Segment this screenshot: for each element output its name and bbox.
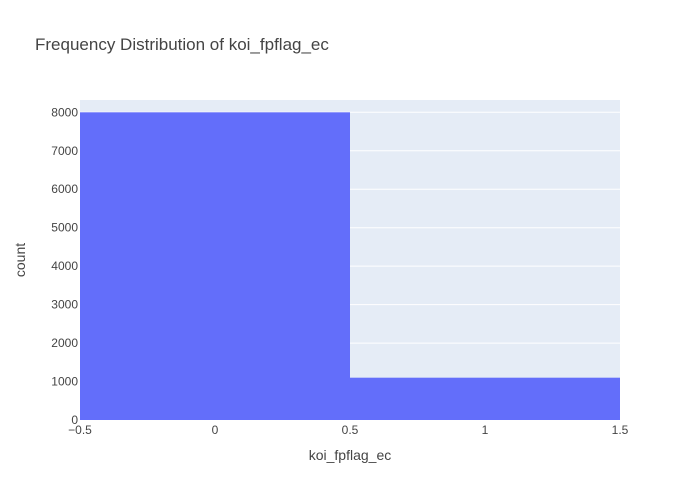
y-tick-label: 5000 xyxy=(51,221,78,235)
histogram-bar-0[interactable] xyxy=(80,112,350,420)
x-tick-label: 0.5 xyxy=(342,423,359,437)
histogram-bar-1[interactable] xyxy=(350,378,620,420)
y-axis-title: count xyxy=(12,243,28,277)
x-axis-title: koi_fpflag_ec xyxy=(309,447,392,463)
x-tick-label: −0.5 xyxy=(68,423,92,437)
y-tick-label: 4000 xyxy=(51,259,78,273)
x-tick-label: 0 xyxy=(212,423,219,437)
y-tick-label: 1000 xyxy=(51,375,78,389)
y-tick-label: 7000 xyxy=(51,144,78,158)
x-tick-label: 1.5 xyxy=(612,423,629,437)
y-tick-label: 8000 xyxy=(51,105,78,119)
y-tick-label: 3000 xyxy=(51,298,78,312)
x-tick-labels: −0.5 0 0.5 1 1.5 xyxy=(68,423,629,437)
x-tick-label: 1 xyxy=(482,423,489,437)
chart-title: Frequency Distribution of koi_fpflag_ec xyxy=(35,35,329,54)
y-tick-label: 6000 xyxy=(51,182,78,196)
y-tick-label: 2000 xyxy=(51,336,78,350)
